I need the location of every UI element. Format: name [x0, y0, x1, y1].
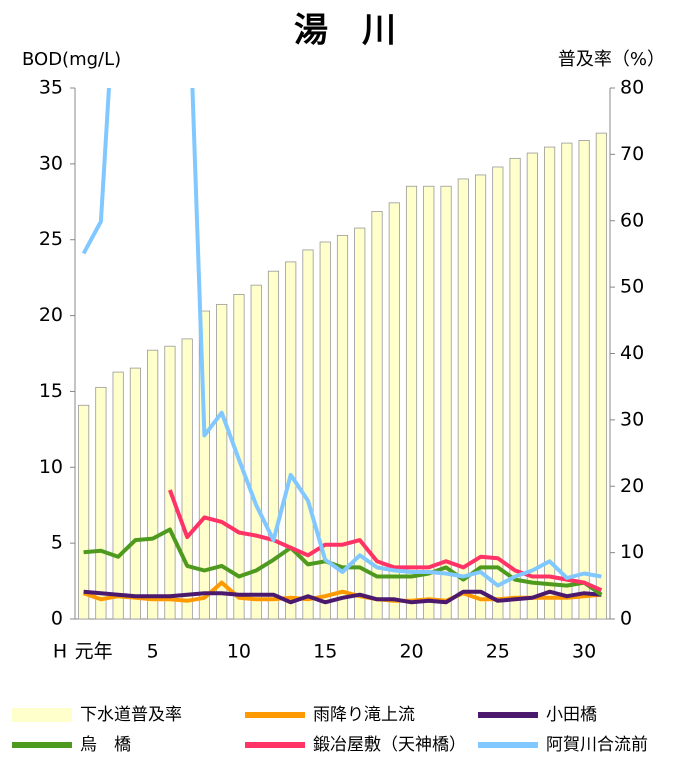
x-tick-label: 10 — [227, 641, 251, 663]
bar — [388, 202, 400, 620]
y2-tick-label: 10 — [620, 541, 644, 563]
bar — [112, 371, 124, 620]
x-tick-label: 15 — [313, 641, 337, 663]
bar — [181, 338, 193, 620]
chart-title: 湯 川 — [294, 11, 396, 51]
y-tick-label: 15 — [39, 380, 63, 402]
line — [168, 489, 603, 593]
x-tick-label: 元年 — [75, 641, 113, 663]
y2-tick-label: 20 — [620, 475, 644, 497]
bar — [198, 310, 211, 620]
x-tick-label: 30 — [572, 641, 596, 663]
bar — [561, 142, 573, 620]
bar — [423, 185, 435, 620]
line — [81, 88, 602, 588]
legend-label: 雨降り滝上流 — [313, 705, 415, 725]
bar — [319, 241, 331, 620]
y-tick-label: 0 — [51, 608, 63, 630]
bar — [267, 270, 280, 620]
legend-label: 阿賀川合流前 — [546, 735, 648, 755]
bar — [492, 166, 504, 620]
bar — [474, 174, 487, 620]
bar — [147, 349, 159, 620]
line — [83, 589, 602, 605]
y2-tick-label: 40 — [620, 342, 644, 364]
y2-tick-label: 30 — [620, 408, 644, 430]
y-tick-label: 20 — [39, 304, 63, 326]
bar — [285, 261, 297, 620]
y2-tick-label: 60 — [620, 209, 644, 231]
x-tick-label: 20 — [399, 641, 423, 663]
bar — [336, 234, 349, 620]
y-tick-label: 25 — [39, 228, 63, 250]
y2-tick-label: 0 — [620, 608, 632, 630]
bar — [457, 178, 469, 620]
legend-label: 烏 橋 — [80, 735, 131, 755]
bar — [544, 146, 556, 620]
y-tick-label: 35 — [39, 77, 63, 99]
x-axis-title: H — [53, 641, 67, 663]
bar — [302, 249, 314, 620]
bar — [509, 157, 521, 620]
bar — [440, 185, 452, 620]
bar — [164, 345, 176, 620]
bar — [216, 303, 228, 620]
bar — [595, 132, 607, 620]
line — [83, 527, 603, 597]
bar — [95, 386, 107, 620]
bar — [405, 185, 418, 620]
y-tick-label: 5 — [51, 532, 63, 554]
y-axis-title: BOD(mg/L) — [22, 49, 121, 70]
legend-swatch — [12, 708, 72, 722]
y2-tick-label: 70 — [620, 143, 644, 165]
bar — [250, 284, 262, 620]
y2-tick-label: 80 — [620, 77, 644, 99]
bar — [78, 404, 90, 620]
bar — [354, 227, 366, 620]
bar — [371, 211, 383, 620]
y2-axis-title: 普及率（%） — [558, 49, 665, 70]
y-tick-label: 30 — [39, 152, 63, 174]
x-tick-label: 5 — [147, 641, 159, 663]
bar — [578, 140, 590, 620]
x-tick-label: 25 — [486, 641, 510, 663]
legend-label: 小田橋 — [546, 705, 597, 725]
y2-tick-label: 50 — [620, 276, 644, 298]
bar — [129, 367, 141, 620]
legend-label: 鍛冶屋敷（天神橋） — [313, 735, 466, 755]
legend-label: 下水道普及率 — [80, 705, 182, 725]
bar — [526, 152, 538, 620]
y-tick-label: 10 — [39, 456, 63, 478]
